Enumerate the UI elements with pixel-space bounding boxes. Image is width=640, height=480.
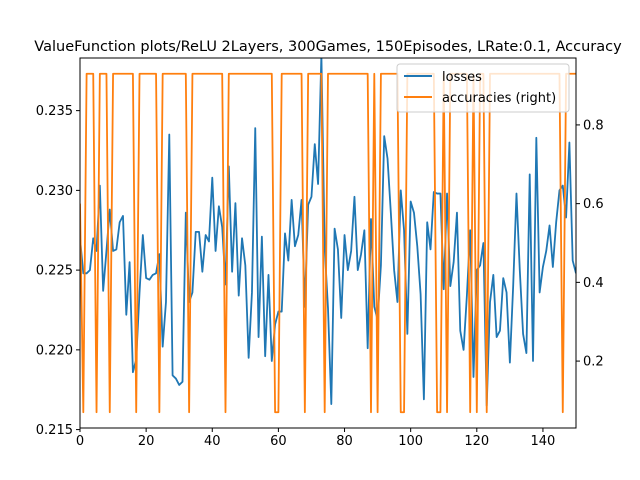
y2-tick-label: 0.6: [583, 197, 604, 212]
x-tick-label: 100: [398, 434, 423, 449]
x-tick-label: 140: [531, 434, 556, 449]
series-line-accuracies: [80, 72, 576, 414]
chart-title: ValueFunction plots/ReLU 2Layers, 300Gam…: [34, 39, 622, 55]
x-tick-label: 80: [336, 434, 353, 449]
y-tick-label: 0.235: [36, 104, 73, 119]
y-tick-label: 0.220: [36, 343, 73, 358]
axes-frame: [79, 57, 577, 429]
series-line-losses: [80, 58, 576, 407]
y2-tick-label: 0.8: [583, 118, 604, 133]
x-tick-label: 40: [204, 434, 221, 449]
y-tick-label: 0.230: [36, 184, 73, 199]
legend-label-accuracies: accuracies (right): [442, 91, 556, 106]
x-tick-label: 20: [138, 434, 155, 449]
x-tick-label: 60: [270, 434, 287, 449]
y-axis-left: 0.215 0.220 0.225 0.230 0.235: [36, 104, 80, 438]
legend-box: [396, 63, 570, 113]
x-axis: 0 20 40 60 80 100 120 140: [76, 428, 555, 449]
x-tick-label: 0: [76, 434, 84, 449]
y2-tick-label: 0.4: [583, 276, 604, 291]
y-axis-right: 0.2 0.4 0.6 0.8: [576, 118, 604, 370]
y-tick-label: 0.215: [36, 423, 73, 438]
plot-frame: [79, 57, 577, 429]
y-tick-label: 0.225: [36, 264, 73, 279]
y2-tick-label: 0.2: [583, 355, 604, 370]
x-tick-label: 120: [464, 434, 489, 449]
legend-label-losses: losses: [442, 70, 482, 85]
legend: losses accuracies (right): [396, 63, 570, 113]
